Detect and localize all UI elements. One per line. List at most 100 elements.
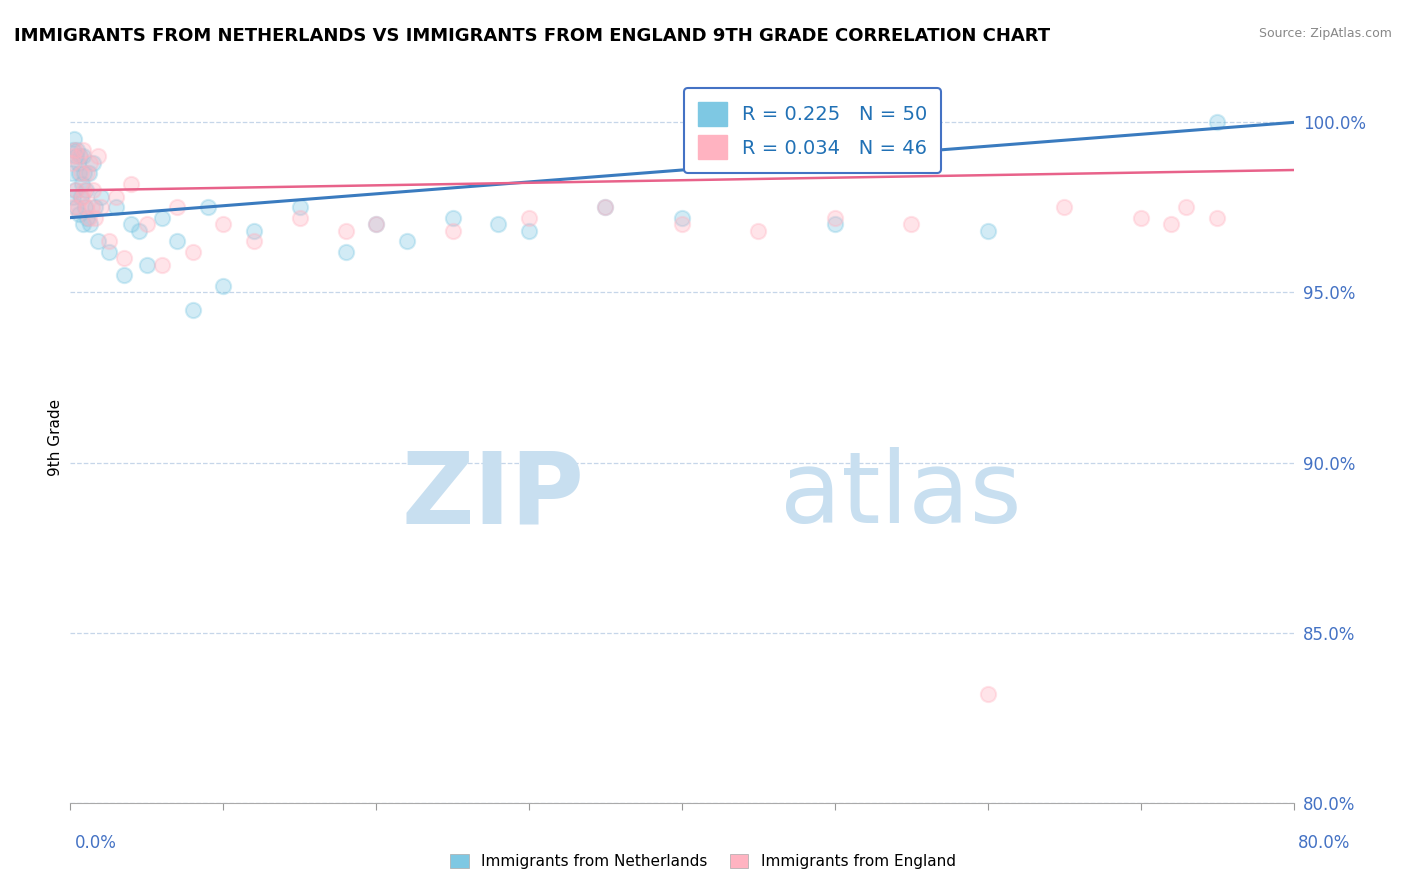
Point [105,201,128,215]
Point [65,201,87,215]
Point [65,149,87,163]
Point [77,211,100,225]
Point [1160,218,1182,232]
Point [595,201,617,215]
Point [67,207,90,221]
Point [488,218,510,232]
Point [69,166,91,180]
Point [70,166,93,180]
Point [65,183,87,197]
Point [80,201,103,215]
Point [824,218,846,232]
Point [121,218,143,232]
Point [60,156,83,170]
Point [121,177,143,191]
Point [166,201,188,215]
Text: 0.0%: 0.0% [75,834,117,852]
Text: ZIP: ZIP [401,447,583,544]
Point [63,143,86,157]
Point [1175,201,1198,215]
Point [595,201,617,215]
Point [150,258,173,272]
Legend: Immigrants from Netherlands, Immigrants from England: Immigrants from Netherlands, Immigrants … [444,848,962,875]
Point [70,190,93,204]
Point [976,687,998,701]
Point [77,166,100,180]
Legend: R = 0.225   N = 50, R = 0.034   N = 46: R = 0.225 N = 50, R = 0.034 N = 46 [685,88,941,173]
Point [87,235,110,249]
Point [441,224,464,238]
Point [395,235,418,249]
Point [900,218,922,232]
Point [83,201,105,215]
Point [135,258,157,272]
Point [72,218,94,232]
Point [60,166,83,180]
Text: atlas: atlas [780,447,1021,544]
Point [76,166,98,180]
Point [335,244,357,259]
Text: 80.0%: 80.0% [1298,834,1351,852]
Point [73,183,96,197]
Point [69,149,91,163]
Y-axis label: 9th Grade: 9th Grade [48,399,63,475]
Point [62,143,84,157]
Point [73,166,96,180]
Point [62,201,84,215]
Point [1053,201,1076,215]
Point [70,190,93,204]
Point [72,143,94,157]
Point [97,244,120,259]
Point [87,149,110,163]
Point [135,218,157,232]
Point [79,218,101,232]
Point [90,201,112,215]
Text: IMMIGRANTS FROM NETHERLANDS VS IMMIGRANTS FROM ENGLAND 9TH GRADE CORRELATION CHA: IMMIGRANTS FROM NETHERLANDS VS IMMIGRANT… [14,27,1050,45]
Point [75,183,97,197]
Point [517,211,540,225]
Point [1129,211,1152,225]
Point [105,190,128,204]
Text: Source: ZipAtlas.com: Source: ZipAtlas.com [1258,27,1392,40]
Point [747,224,769,238]
Point [76,211,98,225]
Point [1206,211,1229,225]
Point [70,177,93,191]
Point [212,218,235,232]
Point [335,224,357,238]
Point [79,156,101,170]
Point [441,211,464,225]
Point [66,143,89,157]
Point [66,156,89,170]
Point [83,211,105,225]
Point [197,201,219,215]
Point [112,268,135,283]
Point [671,211,693,225]
Point [63,183,86,197]
Point [69,149,91,163]
Point [150,211,173,225]
Point [62,149,84,163]
Point [62,190,84,204]
Point [288,211,311,225]
Point [976,224,998,238]
Point [181,244,204,259]
Point [181,302,204,317]
Point [243,235,266,249]
Point [366,218,388,232]
Point [75,201,97,215]
Point [517,224,540,238]
Point [112,252,135,266]
Point [243,224,266,238]
Point [288,201,311,215]
Point [82,183,104,197]
Point [73,201,96,215]
Point [166,235,188,249]
Point [671,218,693,232]
Point [63,132,86,146]
Point [1206,115,1229,129]
Point [90,190,112,204]
Point [128,224,150,238]
Point [366,218,388,232]
Point [212,278,235,293]
